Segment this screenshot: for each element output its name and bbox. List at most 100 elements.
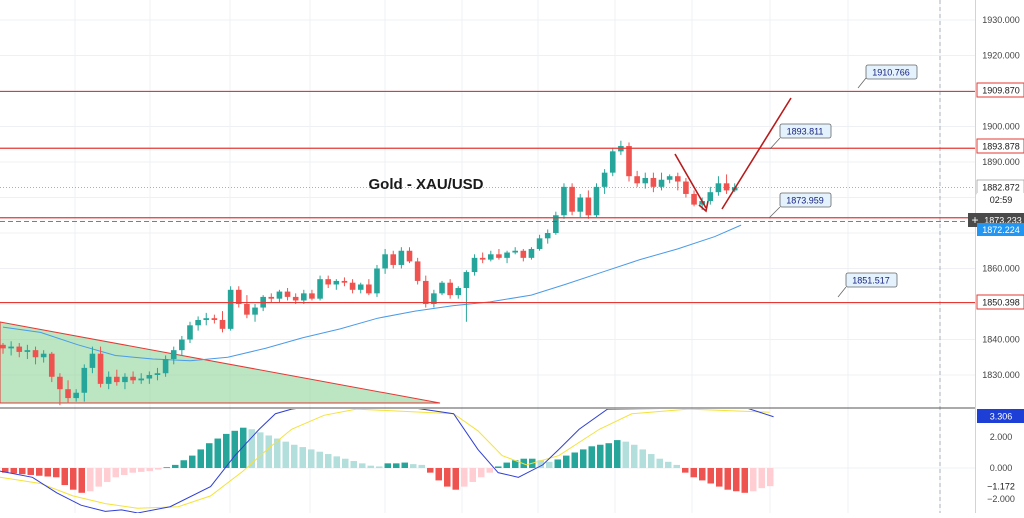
- candle-body: [723, 183, 730, 191]
- histogram-bar: [121, 468, 128, 475]
- histogram-bar: [265, 435, 272, 468]
- candle-body: [634, 176, 640, 184]
- candle-body: [301, 293, 307, 301]
- histogram-bar: [291, 444, 298, 468]
- candle-body: [422, 280, 429, 304]
- candle-body: [512, 250, 518, 253]
- histogram-bar: [214, 438, 221, 468]
- tag-osc-main-text: 3.306: [990, 412, 1013, 422]
- candle-body: [122, 376, 128, 383]
- histogram-bar: [707, 468, 714, 484]
- candle-body: [447, 282, 453, 296]
- histogram-bar: [206, 443, 213, 468]
- down-arrow-line[interactable]: [674, 153, 707, 209]
- candle-body: [536, 238, 543, 249]
- histogram-bar: [104, 468, 111, 482]
- histogram-bar: [19, 468, 26, 475]
- candle-body: [48, 353, 55, 377]
- candle-body: [203, 318, 210, 320]
- histogram-bar: [180, 460, 187, 468]
- callout-1910-box[interactable]: [865, 64, 918, 80]
- candle-body: [195, 319, 201, 326]
- histogram-bar: [282, 441, 289, 468]
- histogram-bar: [461, 468, 468, 487]
- candle-body: [89, 353, 96, 368]
- histogram-bar: [554, 459, 561, 468]
- candle-body: [252, 307, 258, 315]
- candle-body: [154, 373, 161, 375]
- callout-1873-box[interactable]: [779, 192, 832, 208]
- price-tick-label: 1900.000: [982, 122, 1020, 132]
- price-tick-label: 1890.000: [982, 157, 1020, 167]
- callouts: 1910.766 1893.811 1873.959 1851.517: [768, 64, 918, 298]
- callout-1893-text: 1893.811: [787, 127, 824, 137]
- candle-body: [642, 177, 649, 184]
- histogram-bar: [146, 468, 153, 472]
- tag-1850-text: 1850.398: [982, 298, 1020, 308]
- callout-1851-box[interactable]: [845, 272, 898, 288]
- candle-body: [219, 319, 226, 329]
- histogram-bar: [631, 444, 638, 468]
- histogram-bar: [248, 429, 255, 468]
- histogram-bar: [673, 464, 680, 468]
- histogram-bar: [724, 468, 731, 490]
- oscillator-axis-ticks: 2.000 0.000 −2.000: [987, 432, 1015, 504]
- tag-1909-box: [976, 82, 1024, 98]
- candle-body: [715, 183, 722, 193]
- candle-body: [569, 186, 575, 212]
- candle-body: [146, 375, 153, 379]
- histogram-bar: [427, 468, 434, 473]
- candle-body: [333, 280, 340, 285]
- histogram-bar: [189, 455, 196, 468]
- trend-arrows[interactable]: [674, 97, 792, 213]
- histogram-bar: [333, 456, 340, 468]
- candle-body: [65, 389, 71, 399]
- candle-body: [349, 282, 356, 290]
- tag-osc-hist-box: [977, 479, 1024, 493]
- candle-body: [398, 250, 405, 265]
- tag-ma-text: 1872.224: [982, 225, 1020, 235]
- callout-1910-text: 1910.766: [872, 68, 910, 78]
- histogram-bar: [27, 468, 34, 475]
- histogram-bar: [325, 454, 332, 468]
- histogram-bar: [435, 468, 442, 481]
- histogram-bar: [197, 449, 204, 468]
- candle-body: [528, 248, 535, 258]
- histogram-bar: [316, 451, 323, 468]
- histogram-bar: [299, 447, 306, 468]
- histogram-bar: [410, 464, 417, 468]
- price-tick-label: 1840.000: [982, 335, 1020, 345]
- histogram-bar: [597, 444, 604, 468]
- histogram-bar: [138, 468, 145, 472]
- candle-body: [585, 197, 592, 216]
- histogram-bar: [384, 463, 391, 468]
- candle-body: [130, 376, 136, 381]
- histogram-bar: [758, 468, 765, 489]
- histogram-bar: [495, 466, 502, 468]
- histogram-bar: [699, 468, 706, 481]
- up-arrow-line[interactable]: [721, 97, 792, 210]
- histogram-bar: [486, 468, 493, 473]
- candle-body: [138, 378, 145, 381]
- histogram-bar: [588, 446, 595, 468]
- candle-body: [357, 284, 364, 290]
- candle-body: [179, 339, 185, 351]
- histogram-bar: [648, 454, 655, 468]
- price-tick-label: 1920.000: [982, 51, 1020, 61]
- plus-icon: +: [971, 213, 978, 227]
- candle-body: [471, 257, 478, 273]
- candle-body: [455, 288, 462, 296]
- histogram-bar: [172, 464, 179, 468]
- histogram-bar: [665, 461, 672, 468]
- candle-body: [504, 252, 510, 258]
- candle-body: [162, 359, 169, 374]
- histogram-bar: [512, 460, 519, 468]
- tag-1850-box: [976, 294, 1024, 310]
- candle-body: [650, 177, 657, 187]
- candle-body: [244, 304, 250, 315]
- histogram-bar: [36, 468, 43, 476]
- histogram-bar: [741, 468, 748, 493]
- callout-1893-box[interactable]: [779, 123, 832, 139]
